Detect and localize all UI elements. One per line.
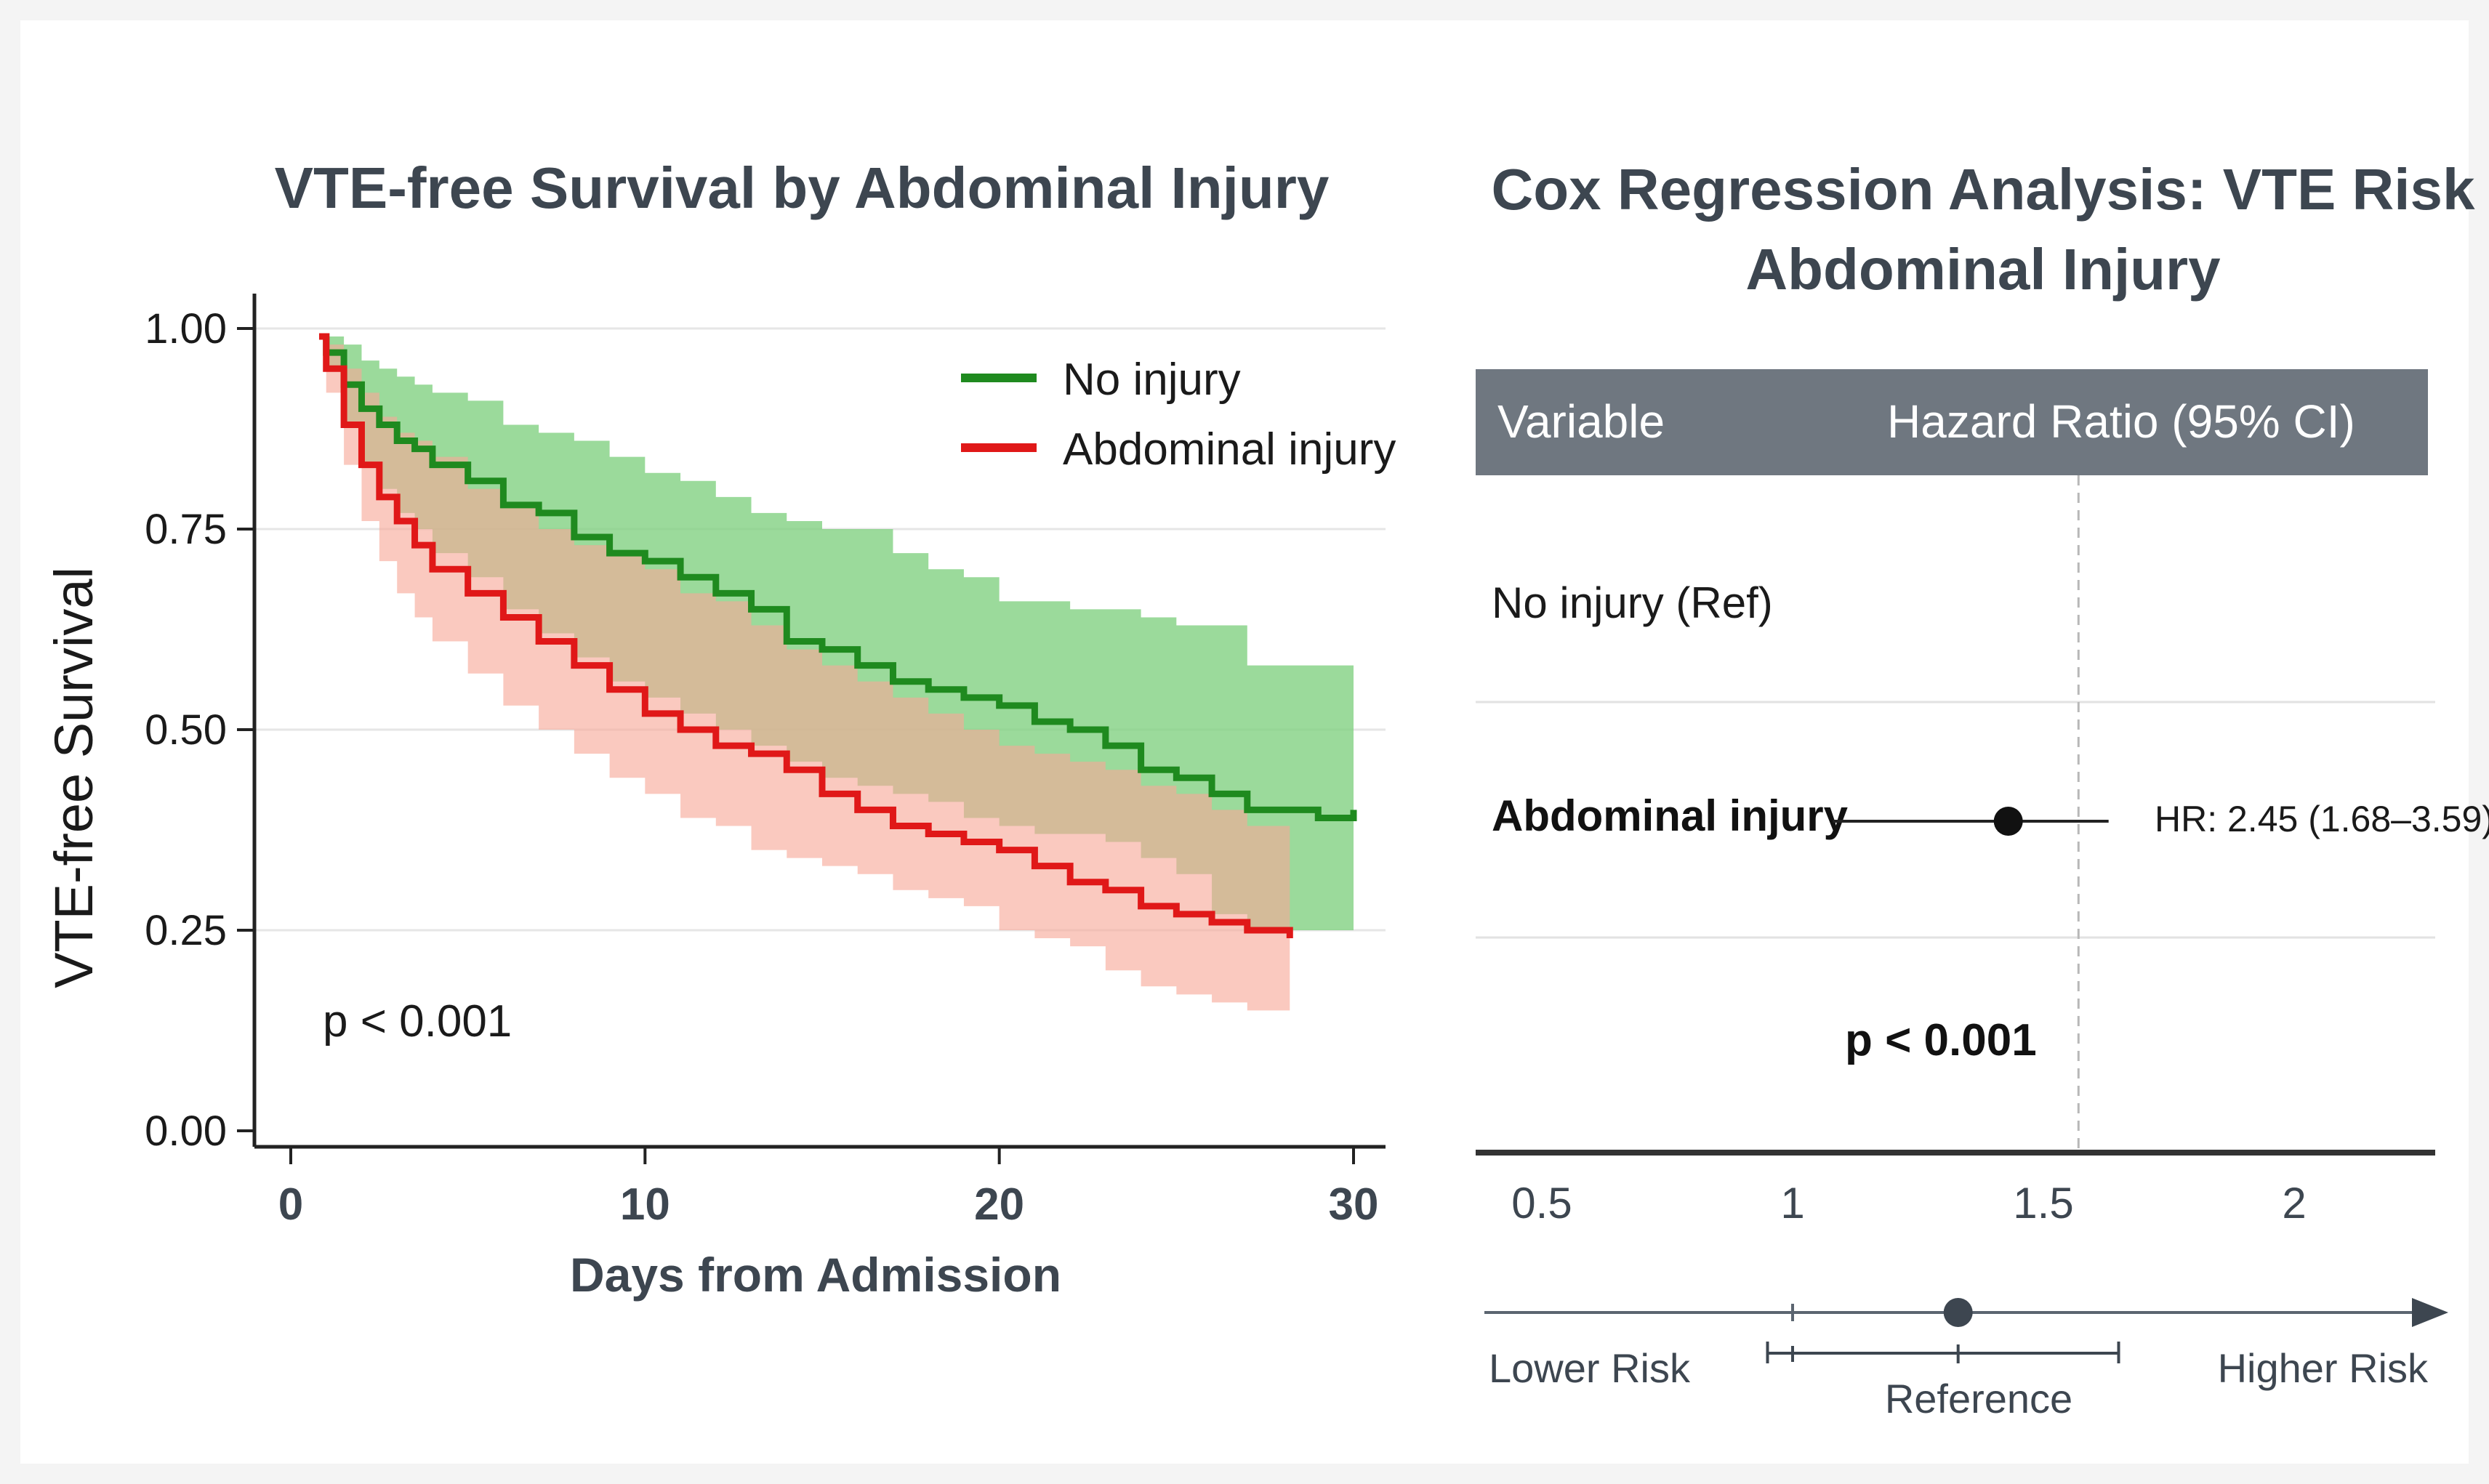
cox-header-hazard-ratio: Hazard Ratio (95% CI) (1887, 395, 2355, 448)
km-y-axis-label: VTE-free Survival (44, 567, 104, 988)
km-survival-curves (318, 333, 1357, 939)
km-y-tick-label: 0.75 (145, 506, 227, 553)
cox-x-tick-label: 1 (1780, 1179, 1804, 1227)
cox-hr-text: HR: 2.45 (1.68–3.59) (2155, 799, 2489, 839)
legend-label-abdominal-injury: Abdominal injury (1063, 424, 1396, 475)
cox-title-line-2: Abdominal Injury (1745, 237, 2221, 302)
km-title: VTE-free Survival by Abdominal Injury (275, 156, 1330, 220)
km-y-tick-label: 0.00 (145, 1108, 227, 1155)
cox-x-ticks: 0.5 1 1.5 2 (1511, 1179, 2306, 1227)
cox-table-header (1476, 369, 2428, 475)
cox-header-variable: Variable (1497, 395, 1665, 448)
cox-hazard-ratio-point (1993, 807, 2023, 836)
km-x-tick-label: 20 (974, 1179, 1024, 1230)
lower-risk-label: Lower Risk (1489, 1345, 1691, 1391)
km-x-axis-label: Days from Admission (570, 1248, 1061, 1302)
cox-risk-scale: Lower Risk Higher Risk Reference (1484, 1298, 2448, 1422)
higher-risk-label: Higher Risk (2218, 1345, 2429, 1391)
km-y-tick-label: 0.25 (145, 907, 227, 954)
km-axes (252, 294, 1386, 1149)
km-ticks: 0.00 0.25 0.50 0.75 1.00 0 10 20 30 (145, 305, 1378, 1230)
km-ci-band-abdominal-injury (318, 336, 1290, 1027)
km-x-tick-label: 30 (1329, 1179, 1379, 1230)
legend-label-no-injury: No injury (1063, 355, 1241, 405)
risk-scale-arrowhead (2412, 1298, 2448, 1327)
cox-p-value: p < 0.001 (1845, 1015, 2037, 1065)
cox-title-line-1: Cox Regression Analysis: VTE Risk (1491, 157, 2475, 222)
reference-label: Reference (1885, 1376, 2072, 1422)
km-p-value: p < 0.001 (323, 996, 512, 1047)
km-x-tick-label: 10 (620, 1179, 670, 1230)
km-legend: No injury Abdominal injury (961, 355, 1396, 475)
km-curve-no-injury (318, 333, 1357, 821)
km-chart: VTE-free Survival by Abdominal Injury VT… (44, 156, 1396, 1302)
km-curve-abdominal-injury (318, 333, 1293, 939)
km-confidence-bands (318, 336, 1354, 1027)
cox-panel: Cox Regression Analysis: VTE Risk Abdomi… (1476, 157, 2489, 1422)
km-x-tick-label: 0 (278, 1179, 303, 1230)
km-y-tick-label: 0.50 (145, 706, 227, 754)
cox-x-tick-label: 1.5 (2013, 1179, 2073, 1227)
cox-row-label-no-injury: No injury (Ref) (1492, 578, 1773, 627)
cox-x-tick-label: 0.5 (1511, 1179, 1572, 1227)
cox-row-label-abdominal-injury: Abdominal injury (1492, 791, 1849, 840)
km-y-tick-label: 1.00 (145, 305, 227, 352)
cox-x-tick-label: 2 (2282, 1179, 2306, 1227)
risk-scale-point (1943, 1298, 1973, 1327)
